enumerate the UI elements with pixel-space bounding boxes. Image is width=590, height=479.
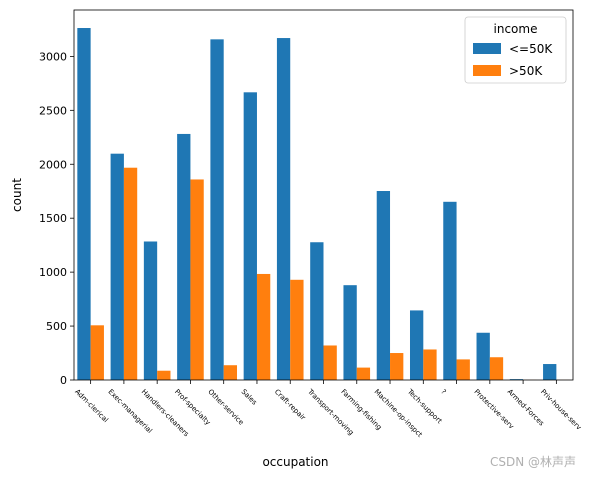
bar-gt50k-3 [190,179,204,380]
bar-gt50k-6 [290,279,304,380]
bar-le50k-12 [476,332,490,380]
bars-group [77,28,570,381]
x-tick-label-6: Craft-repair [273,388,307,422]
legend-title: income [494,22,538,36]
legend-entry-0: <=50K [509,42,553,56]
legend-swatch-0 [473,43,501,54]
bar-le50k-10 [409,310,424,380]
legend: income <=50K >50K [464,16,567,84]
legend-swatch-1 [473,65,501,76]
bar-gt50k-8 [356,367,371,380]
legend-entry-1: >50K [509,64,543,78]
y-tick-label-3: 1500 [39,212,67,225]
x-axis-label: occupation [262,455,328,469]
bar-le50k-9 [376,191,391,380]
bar-gt50k-10 [423,349,437,380]
bar-le50k-14 [543,364,557,380]
bar-gt50k-11 [456,359,470,380]
bar-le50k-6 [276,38,291,381]
bar-le50k-5 [243,92,257,380]
x-tick-label-0: Adm-clerical [73,388,109,424]
y-axis: 0 500 1000 1500 2000 2500 3000 [39,50,74,387]
bar-le50k-11 [443,201,457,380]
bar-le50k-0 [77,28,91,380]
bar-le50k-3 [177,133,191,380]
bar-le50k-13 [509,379,524,380]
bar-gt50k-0 [90,325,104,380]
y-tick-label-6: 3000 [39,50,67,63]
y-tick-label-5: 2500 [39,104,67,117]
watermark: CSDN @林声声 [489,455,576,469]
bar-gt50k-7 [323,345,337,380]
y-tick-label-2: 1000 [39,266,67,279]
bar-gt50k-1 [123,167,138,380]
x-tick-label-5: Sales [240,388,259,407]
x-tick-label-14: Priv-house-serv [539,388,583,432]
bar-le50k-4 [210,39,224,381]
bar-le50k-2 [143,241,158,380]
y-tick-label-1: 500 [46,320,67,333]
bar-gt50k-4 [223,365,238,380]
x-tick-label-4: Other-service [206,388,245,427]
bar-gt50k-2 [157,370,171,380]
x-tick-label-11: ? [439,388,447,396]
bar-le50k-7 [310,242,324,380]
y-tick-label-0: 0 [60,374,67,387]
bar-le50k-8 [343,285,357,380]
bar-le50k-1 [110,153,124,380]
plot-frame [73,9,574,381]
y-axis-label: count [10,178,24,212]
bar-gt50k-5 [256,273,271,380]
bar-gt50k-9 [390,353,404,380]
x-axis: Adm-clericalExec-managerialHandlers-clea… [73,380,583,439]
bar-gt50k-12 [489,357,504,380]
y-tick-label-4: 2000 [39,158,67,171]
